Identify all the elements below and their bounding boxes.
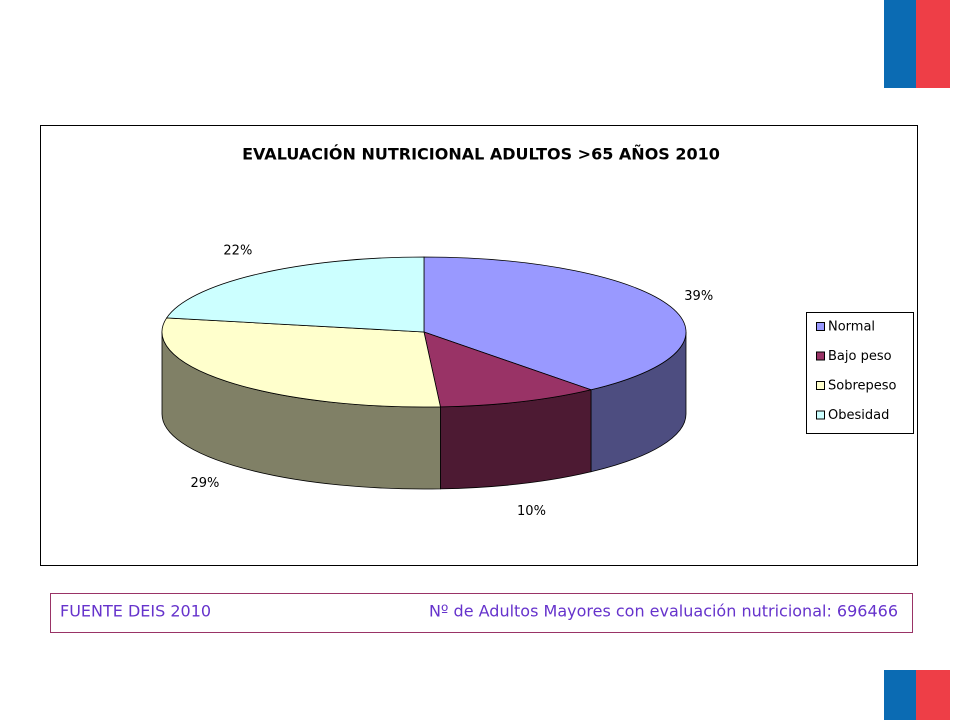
footer-note: Nº de Adultos Mayores con evaluación nut… bbox=[429, 602, 898, 621]
flag-red bbox=[916, 0, 950, 88]
data-label: 10% bbox=[517, 504, 546, 519]
pie: 39% 10% 29% 22% bbox=[161, 244, 713, 519]
chart-title: EVALUACIÓN NUTRICIONAL ADULTOS >65 AÑOS … bbox=[242, 145, 720, 164]
pie-slice bbox=[423, 331, 593, 408]
legend-swatch bbox=[816, 381, 825, 390]
data-label: 22% bbox=[223, 244, 252, 259]
pie-slice bbox=[423, 256, 687, 391]
legend-label: Normal bbox=[828, 320, 875, 335]
legend-swatch bbox=[816, 322, 825, 331]
legend-entries: Normal Bajo peso Sobrepeso Obesidad bbox=[816, 320, 897, 423]
pie-slice bbox=[165, 256, 425, 333]
data-label: 29% bbox=[191, 476, 220, 491]
legend-swatch bbox=[816, 410, 825, 420]
legend-label: Sobrepeso bbox=[828, 379, 897, 394]
footer-source: FUENTE DEIS 2010 bbox=[60, 602, 211, 621]
flag-blue bbox=[884, 670, 916, 720]
data-label: 39% bbox=[684, 289, 713, 304]
legend-label: Bajo peso bbox=[828, 349, 892, 364]
flag-blue bbox=[884, 0, 916, 88]
flag-red bbox=[916, 670, 950, 720]
pie-slice bbox=[161, 317, 441, 408]
legend-label: Obesidad bbox=[828, 408, 889, 423]
legend-swatch bbox=[816, 351, 825, 361]
footer-box bbox=[50, 593, 913, 633]
